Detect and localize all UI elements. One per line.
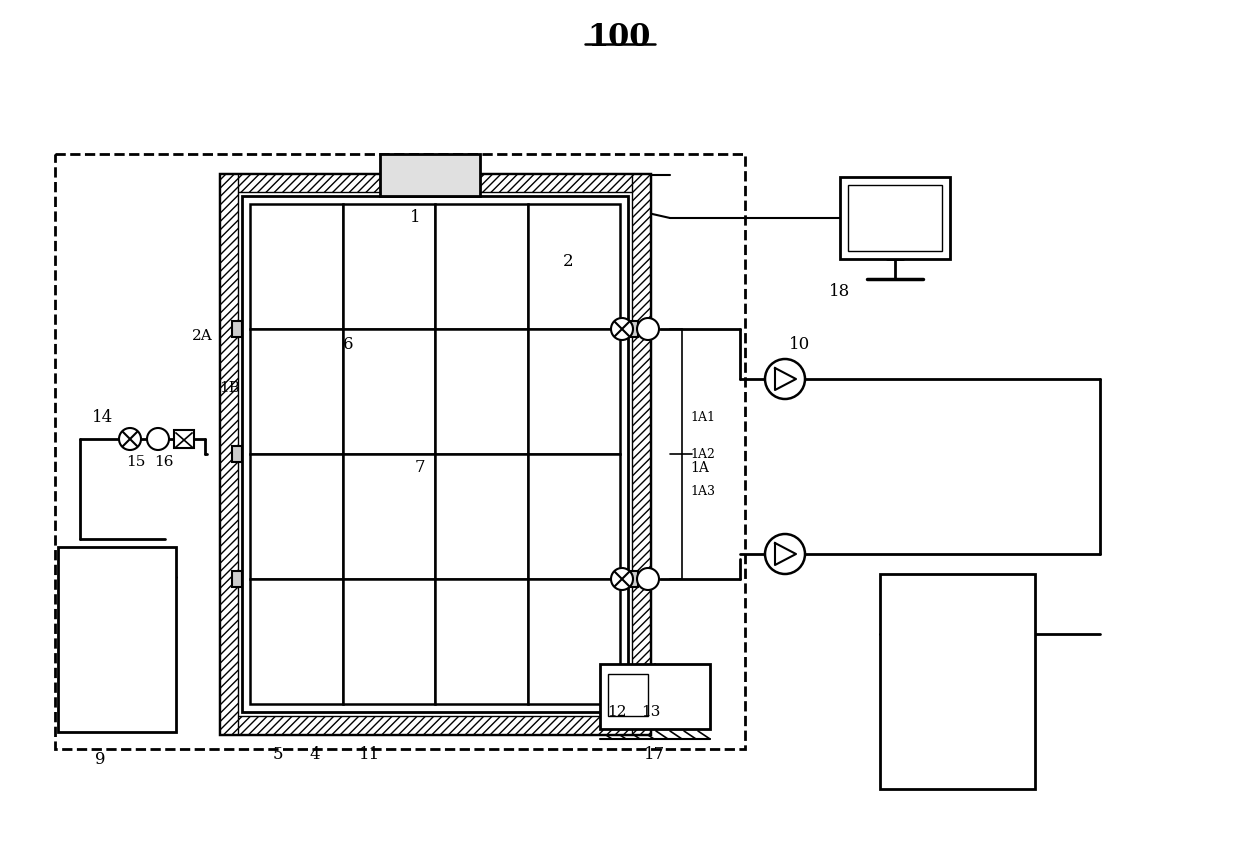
Text: 1A: 1A	[690, 461, 710, 474]
Bar	[342, 579, 435, 705]
Text: 10: 10	[789, 336, 810, 353]
Bar	[242, 197, 628, 712]
Text: 1: 1	[410, 209, 420, 226]
Bar	[342, 205, 435, 329]
Bar	[221, 175, 650, 734]
Text: 15: 15	[126, 455, 146, 468]
Text: 12: 12	[607, 705, 627, 718]
Bar	[880, 574, 1035, 789]
Text: 11: 11	[359, 746, 380, 763]
Text: 2: 2	[563, 253, 574, 270]
Bar	[435, 205, 528, 329]
Text: 6: 6	[343, 336, 353, 353]
Circle shape	[637, 568, 659, 590]
Bar	[250, 205, 342, 329]
Circle shape	[764, 534, 805, 574]
Bar	[600, 664, 710, 729]
Text: 1A2: 1A2	[690, 448, 715, 461]
Bar	[435, 455, 528, 579]
Text: 2A: 2A	[192, 328, 212, 343]
Text: 1A3: 1A3	[690, 485, 715, 498]
Circle shape	[611, 319, 633, 340]
Text: 14: 14	[93, 409, 114, 426]
Bar	[380, 154, 479, 197]
Bar	[221, 175, 650, 193]
Circle shape	[637, 319, 659, 340]
Text: 18: 18	[829, 283, 851, 300]
Text: 13: 13	[642, 705, 660, 718]
Bar	[528, 329, 620, 455]
Bar	[435, 329, 528, 455]
Bar	[435, 579, 528, 705]
Text: 4: 4	[310, 746, 321, 763]
Text: 9: 9	[94, 751, 105, 768]
Bar	[232, 572, 242, 588]
Bar	[58, 548, 176, 732]
Bar	[55, 154, 745, 749]
Bar	[628, 572, 638, 588]
Bar	[528, 205, 620, 329]
Text: 1A1: 1A1	[690, 411, 715, 424]
Circle shape	[764, 360, 805, 399]
Text: 1B: 1B	[219, 380, 240, 395]
Bar	[221, 175, 238, 734]
Text: 17: 17	[644, 746, 665, 763]
Bar	[250, 329, 342, 455]
Bar	[232, 322, 242, 338]
Bar	[632, 175, 650, 734]
Text: 16: 16	[154, 455, 173, 468]
Bar	[608, 674, 648, 717]
Bar	[173, 431, 195, 449]
Bar	[528, 579, 620, 705]
Text: 7: 7	[415, 459, 425, 476]
Circle shape	[119, 428, 141, 450]
Text: 5: 5	[273, 746, 284, 763]
Bar	[250, 455, 342, 579]
Bar	[528, 455, 620, 579]
Bar	[221, 717, 650, 734]
Bar	[342, 329, 435, 455]
Bar	[840, 177, 950, 259]
Circle shape	[147, 428, 169, 450]
Circle shape	[611, 568, 633, 590]
Bar	[847, 186, 942, 252]
Bar	[232, 446, 242, 462]
Text: 100: 100	[587, 22, 650, 54]
Bar	[250, 579, 342, 705]
Bar	[628, 322, 638, 338]
Bar	[342, 455, 435, 579]
